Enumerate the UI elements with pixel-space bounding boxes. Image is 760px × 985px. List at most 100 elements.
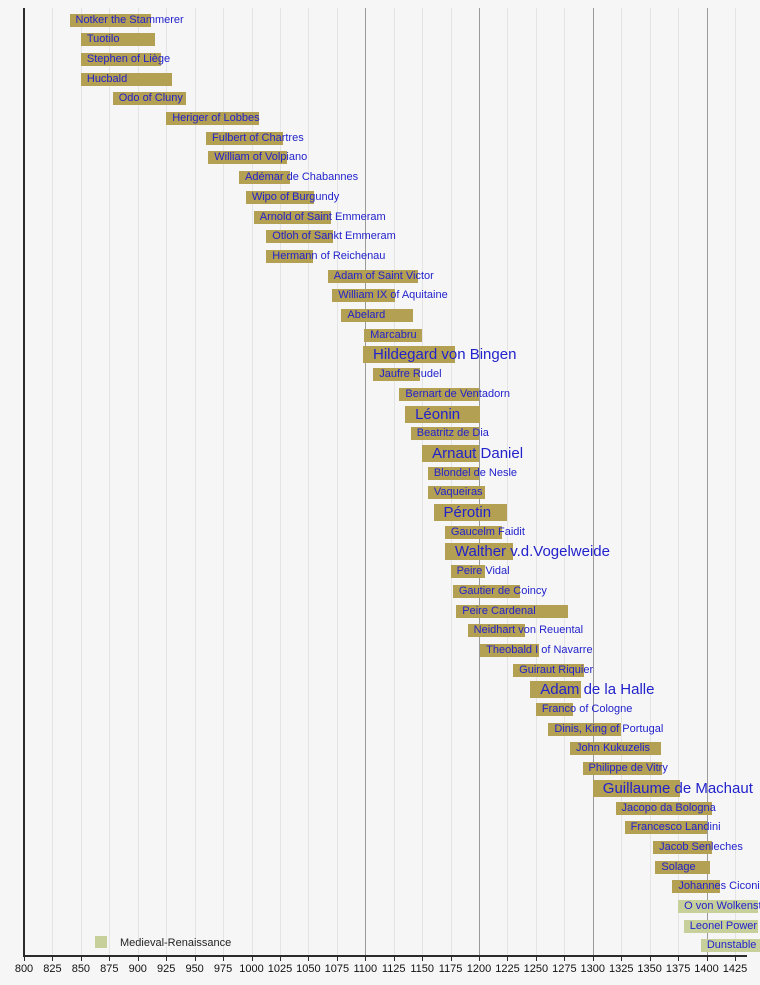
composer-label[interactable]: Franco of Cologne [541, 703, 633, 715]
gridline [223, 8, 225, 955]
gridline [706, 8, 708, 955]
gridline [649, 8, 651, 955]
composer-label[interactable]: Francesco Landini [630, 821, 721, 834]
composer-label[interactable]: Heriger of Lobbes [172, 112, 260, 124]
composer-label[interactable]: Jaufre Rudel [379, 368, 442, 381]
axis-tick [507, 957, 509, 961]
axis-tick [194, 957, 196, 961]
axis-tick [621, 957, 623, 961]
composer-label[interactable]: William IX of Aquitaine [338, 289, 448, 302]
composer-label[interactable]: Dinis, King of Portugal [554, 722, 664, 735]
timeline-bar: Guillaume de Machaut [592, 779, 753, 797]
composer-label[interactable]: Neidhart von Reuental [473, 624, 584, 637]
composer-label[interactable]: Guiraut Riquier [519, 663, 594, 676]
composer-label[interactable]: Peire Cardenal [462, 604, 536, 617]
gridline [279, 8, 281, 955]
composer-label[interactable]: William of Volpiano [214, 151, 308, 164]
axis-tick-label: 900 [128, 963, 147, 975]
composer-label[interactable]: O von Wolkenstein [684, 900, 760, 912]
composer-label[interactable]: Adémar de Chabannes [245, 171, 359, 184]
timeline-bar: Philippe de Vitry [582, 762, 668, 776]
axis-tick-label: 1075 [324, 963, 350, 975]
gridline [80, 8, 82, 955]
composer-label[interactable]: Odo of Cluny [118, 92, 183, 105]
gridline [422, 8, 424, 955]
composer-label[interactable]: Pérotin [443, 504, 492, 521]
composer-label[interactable]: Beatritz de Dia [416, 427, 489, 440]
axis-tick [109, 957, 111, 961]
composer-label[interactable]: Marcabru [370, 328, 417, 341]
timeline-bar: Peire Vidal [450, 565, 510, 579]
composer-label[interactable]: Jacopo da Bologna [621, 801, 716, 814]
axis-tick-label: 950 [185, 963, 204, 975]
composer-label[interactable]: Hermann of Reichenau [272, 249, 386, 262]
composer-label[interactable]: Arnaut Daniel [432, 444, 524, 462]
composer-label[interactable]: Otloh of Sankt Emmeram [272, 230, 396, 243]
timeline-bar: Notker the Stammerer [69, 13, 184, 27]
timeline-bar: Stephen of Liège [80, 52, 170, 66]
axis-tick-label: 1000 [239, 963, 264, 975]
gridline [251, 8, 253, 955]
composer-label[interactable]: Adam de la Halle [540, 681, 655, 699]
axis-tick-label: 1025 [267, 963, 293, 975]
axis-tick-label: 1425 [722, 963, 748, 975]
axis-tick [308, 957, 310, 961]
timeline-bar: Francesco Landini [624, 821, 721, 835]
composer-label[interactable]: Wipo of Burgundy [251, 190, 340, 203]
axis-tick-label: 1150 [410, 963, 434, 975]
composer-label[interactable]: Leonel Power [689, 919, 758, 932]
timeline-bar: Neidhart von Reuental [467, 624, 583, 638]
timeline-bar: Bernart de Ventadorn [399, 387, 510, 401]
axis-tick [137, 957, 139, 961]
timeline-bar: Beatritz de Dia [410, 427, 489, 441]
axis-tick-label: 1200 [466, 963, 492, 975]
composer-label[interactable]: Gaucelm Faidit [450, 525, 525, 538]
composer-label[interactable]: Theobald I of Navarre [486, 643, 593, 656]
timeline-bar: Blondel de Nesle [427, 466, 517, 480]
timeline-bar: Hermann of Reichenau [266, 249, 385, 263]
timeline-bar: William IX of Aquitaine [332, 289, 448, 303]
gridline [479, 8, 481, 955]
timeline-bar: Dinis, King of Portugal [548, 722, 663, 736]
composer-label[interactable]: Hucbald [86, 72, 128, 85]
timeline-bar: Heriger of Lobbes [166, 112, 260, 125]
composer-label[interactable]: Hildegard von Bingen [373, 346, 517, 364]
composer-label[interactable]: Tuotilo [86, 33, 120, 46]
gridline [621, 8, 623, 955]
timeline-bar: Abelard [341, 309, 414, 322]
composer-label[interactable]: John Kukuzelis [576, 742, 651, 755]
gridline [109, 8, 111, 955]
gridline [450, 8, 452, 955]
composer-label[interactable]: Notker the Stammerer [75, 13, 184, 26]
composer-label[interactable]: Philippe de Vitry [588, 762, 668, 775]
composer-label[interactable]: Jacob Senleches [659, 840, 743, 853]
gridline [166, 8, 168, 955]
composer-label[interactable]: Léonin [415, 405, 461, 423]
axis-tick [336, 957, 338, 961]
composer-label[interactable]: Gautier de Coincy [458, 584, 547, 597]
composer-label[interactable]: Stephen of Liège [86, 52, 171, 65]
composer-label[interactable]: Solage [661, 860, 696, 873]
composer-label[interactable]: Blondel de Nesle [433, 466, 518, 479]
composer-label[interactable]: Dunstable [706, 939, 757, 952]
composer-label[interactable]: Adam of Saint Victor [333, 269, 434, 282]
composer-label[interactable]: Johannes Ciconia [678, 880, 760, 893]
gridline [535, 8, 537, 955]
composer-label[interactable]: Guillaume de Machaut [602, 779, 753, 797]
timeline-bar: Hucbald [80, 72, 172, 86]
axis-tick-label: 1175 [438, 963, 463, 975]
composer-label[interactable]: Peire Vidal [456, 565, 510, 578]
timeline-bar: Johannes Ciconia [672, 880, 760, 894]
axis-tick [735, 957, 736, 961]
timeline-bar: Pérotin [433, 504, 508, 521]
axis-tick-label: 1125 [381, 963, 406, 975]
composer-label[interactable]: Abelard [347, 309, 386, 321]
composer-label[interactable]: Walther v.d.Vogelweide [454, 543, 610, 561]
composer-label[interactable]: Arnold of Saint Emmeram [259, 210, 386, 223]
composer-label[interactable]: Fulbert of Chartres [212, 131, 304, 144]
composer-label[interactable]: Vaqueiras [433, 486, 483, 499]
composer-label[interactable]: Bernart de Ventadorn [405, 387, 510, 400]
timeline-bar: Tuotilo [80, 33, 155, 47]
gridline [52, 8, 54, 955]
